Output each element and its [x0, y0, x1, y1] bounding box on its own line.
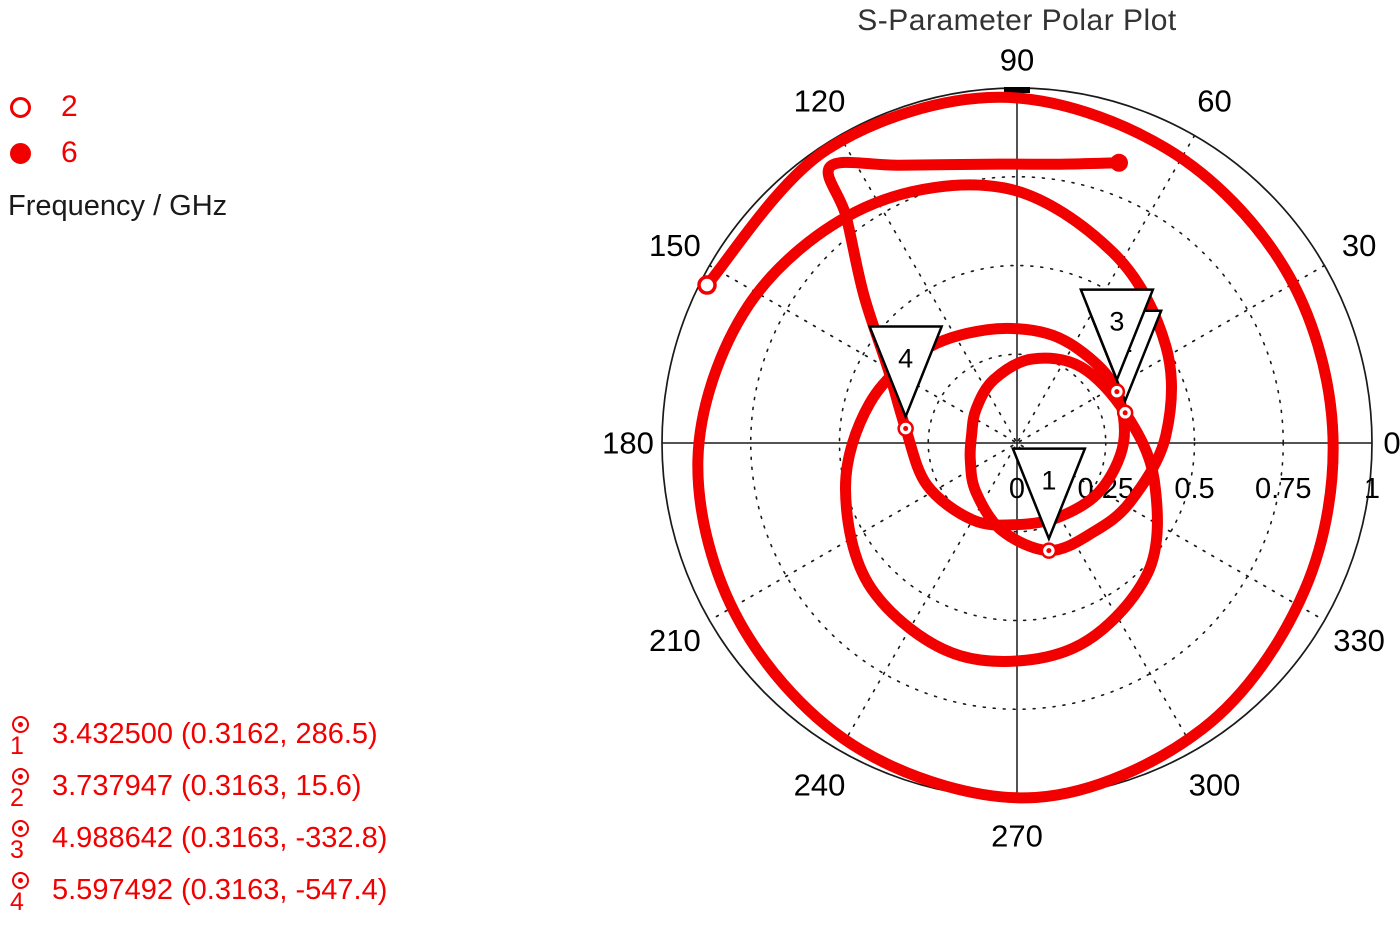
radial-label-0.75: 0.75 — [1255, 473, 1311, 505]
legend-label-start: 2 — [61, 90, 78, 123]
marker-dot-center-2 — [1122, 410, 1128, 416]
marker-readout-list: 1 3.432500 (0.3162, 286.5) 2 3.737947 (0… — [8, 712, 387, 920]
angle-label-300: 300 — [1189, 768, 1241, 803]
trace-start-marker-open-circle — [697, 275, 717, 295]
grid-spoke-30 — [708, 264, 1326, 622]
marker-readout-text: 4.988642 (0.3163, -332.8) — [52, 822, 388, 854]
marker-dot-center-4 — [903, 426, 909, 432]
marker-icon: 1 — [8, 712, 52, 760]
radial-label-0.5: 0.5 — [1174, 473, 1214, 505]
legend-label-end: 6 — [61, 136, 78, 169]
angle-label-60: 60 — [1197, 83, 1231, 118]
marker-readout-row: 1 3.432500 (0.3162, 286.5) — [8, 712, 387, 764]
marker-readout-row: 3 4.988642 (0.3163, -332.8) — [8, 816, 387, 868]
marker-icon: 2 — [8, 764, 52, 812]
marker-flag-1[interactable] — [1011, 447, 1087, 542]
angle-label-150: 150 — [649, 228, 701, 263]
legend-item-start-freq: 2 — [10, 84, 78, 130]
s-parameter-trace — [692, 91, 1339, 804]
grid-spoke-120 — [838, 134, 1196, 752]
angle-label-210: 210 — [649, 623, 701, 658]
frequency-axis-label: Frequency / GHz — [8, 190, 228, 222]
trace-end-marker-filled-circle — [1109, 153, 1128, 172]
angle-label-0: 0 — [1383, 426, 1400, 461]
angle-label-30: 30 — [1342, 228, 1376, 263]
legend-item-end-freq: 6 — [10, 130, 78, 176]
marker-readout-text: 5.597492 (0.3163, -547.4) — [52, 874, 388, 906]
marker-flag-label-1: 1 — [1041, 466, 1056, 496]
marker-index: 2 — [10, 784, 24, 812]
angle-label-240: 240 — [794, 768, 846, 803]
marker-index: 3 — [10, 836, 24, 864]
circled-dot-icon — [12, 716, 29, 733]
marker-flag-4[interactable] — [867, 325, 944, 420]
radial-label-1: 1 — [1364, 473, 1380, 505]
marker-index: 1 — [10, 732, 24, 760]
angle-label-90: 90 — [1000, 43, 1034, 78]
circled-dot-icon — [12, 768, 29, 785]
angle-label-330: 330 — [1333, 623, 1385, 658]
marker-dot-center-3 — [1114, 389, 1120, 395]
circled-dot-icon — [12, 872, 29, 889]
marker-readout-text: 3.737947 (0.3163, 15.6) — [52, 770, 362, 802]
grid-spoke-60 — [838, 134, 1196, 752]
marker-flag-label-3: 3 — [1109, 307, 1124, 337]
marker-readout-row: 4 5.597492 (0.3163, -547.4) — [8, 868, 387, 920]
circled-dot-icon — [12, 820, 29, 837]
marker-index: 4 — [10, 888, 24, 916]
open-circle-icon — [10, 96, 31, 118]
angle-label-120: 120 — [794, 83, 846, 118]
grid-spoke-150 — [708, 264, 1326, 622]
marker-readout-text: 3.432500 (0.3162, 286.5) — [52, 718, 378, 750]
marker-flag-label-4: 4 — [898, 344, 913, 374]
legend: 2 6 — [10, 84, 78, 176]
angle-label-180: 180 — [602, 426, 654, 461]
marker-dot-center-1 — [1046, 548, 1052, 554]
marker-flag-3[interactable] — [1079, 288, 1155, 384]
marker-readout-row: 2 3.737947 (0.3163, 15.6) — [8, 764, 387, 816]
filled-circle-icon — [10, 142, 31, 164]
marker-icon: 4 — [8, 868, 52, 916]
marker-icon: 3 — [8, 816, 52, 864]
angle-label-270: 270 — [991, 819, 1043, 854]
chart-title: S-Parameter Polar Plot — [857, 4, 1177, 37]
radial-label-0: 0 — [1009, 473, 1025, 505]
